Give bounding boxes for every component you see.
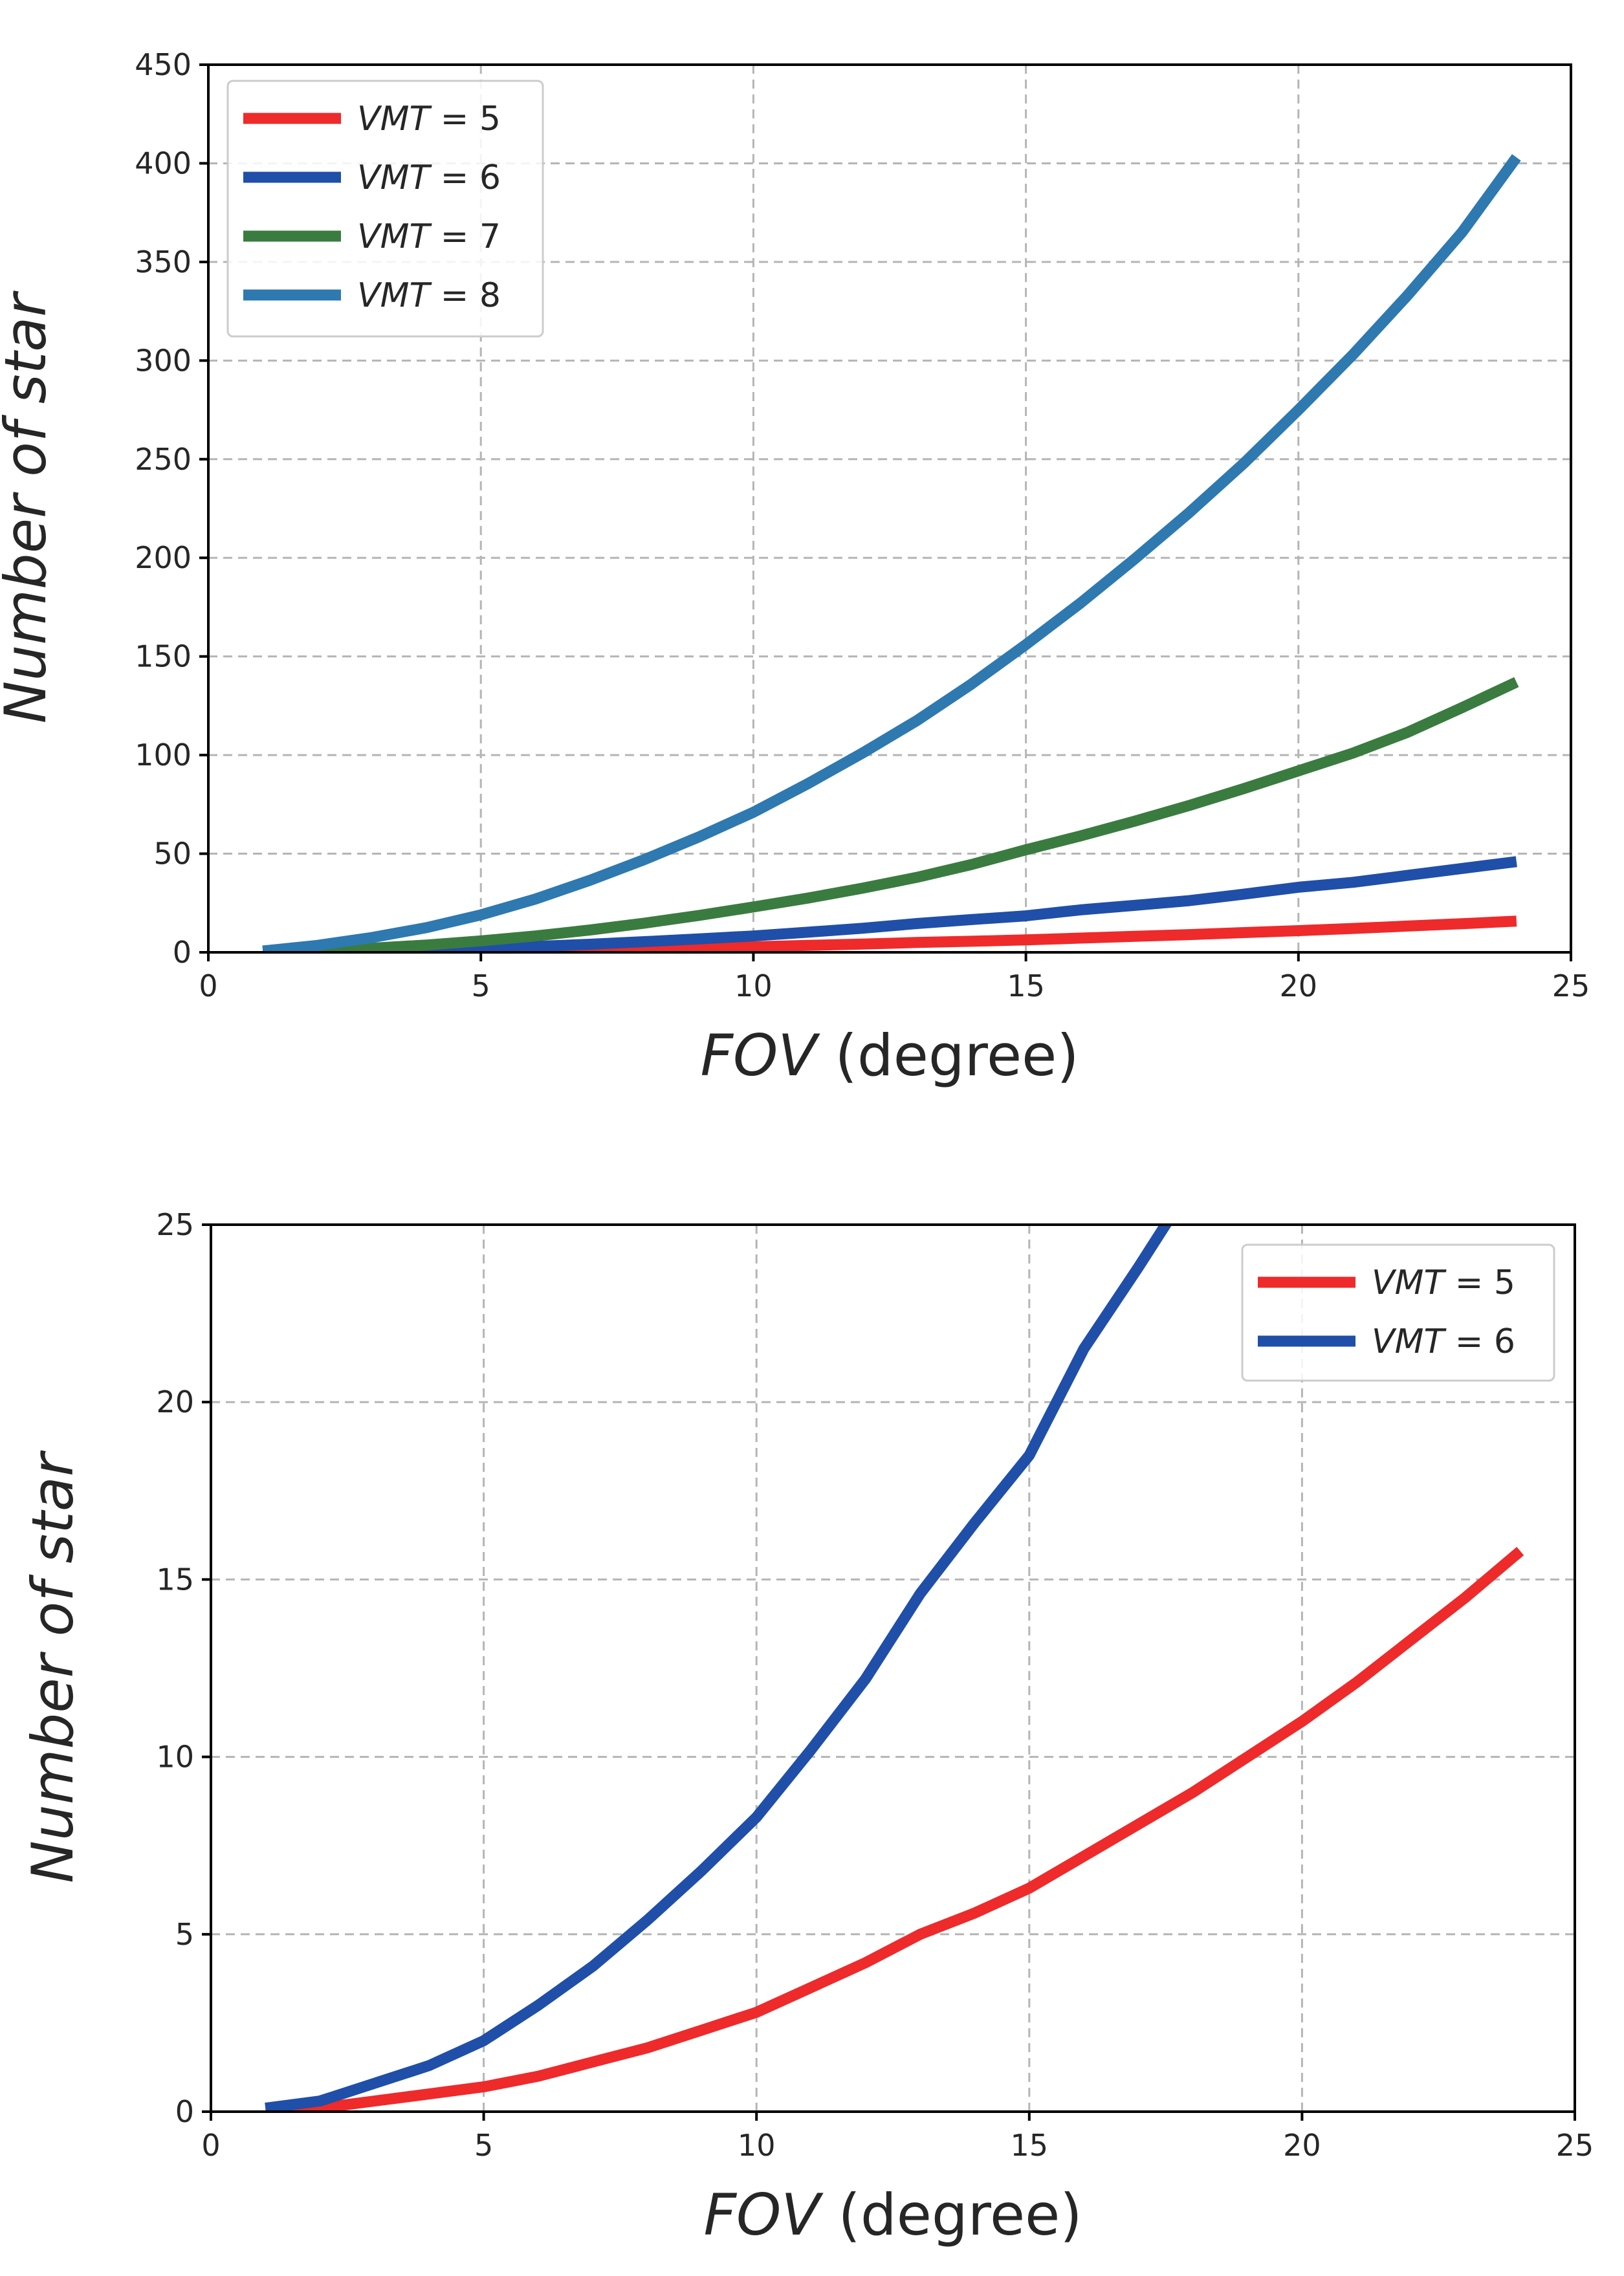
legend-label-value: = 6 [1444, 1322, 1515, 1361]
x-tick-label: 20 [1280, 968, 1318, 1003]
x-tick-label: 10 [738, 2128, 776, 2163]
series-line-vmt-6 [265, 1225, 1172, 2112]
series-line-vmt-8 [262, 154, 1521, 952]
x-tick-label: 5 [472, 968, 490, 1003]
y-tick-label: 10 [156, 1740, 194, 1775]
legend-label-variable: VMT [357, 100, 432, 138]
x-tick-label: 25 [1552, 968, 1590, 1003]
legend-label-variable: VMT [1372, 1264, 1447, 1302]
legend-label-variable: VMT [357, 159, 432, 197]
y-axis-title: Number of star [19, 1450, 86, 1883]
series-line-vmt-7 [262, 677, 1519, 952]
x-tick-label: 5 [474, 2128, 493, 2163]
y-tick-label: 300 [135, 343, 192, 378]
y-tick-label: 50 [153, 837, 192, 871]
x-tick-label: 10 [734, 968, 773, 1003]
legend-label: VMT = 6 [357, 159, 501, 197]
legend-label-value: = 6 [430, 159, 501, 197]
plot-frame [207, 63, 1572, 954]
legend-box [226, 80, 544, 338]
legend-label: VMT = 5 [357, 100, 501, 138]
x-axis-title-unit: (degree) [817, 1022, 1079, 1089]
chart-2: 0 5 10 15 20 25 0 5 10 15 20 25 FOV (degree) Number o… [19, 1207, 1594, 2248]
legend-label: VMT = 7 [357, 217, 501, 256]
x-tick-label: 25 [1556, 2128, 1594, 2163]
y-tick-label: 5 [175, 1917, 194, 1952]
plot-frame [210, 1223, 1576, 2113]
y-tick-label: 0 [173, 935, 192, 970]
x-tick-label: 0 [201, 2128, 220, 2163]
legend-label-value: = 5 [1444, 1264, 1515, 1302]
x-tick-label: 15 [1007, 968, 1045, 1003]
y-tick-label: 400 [135, 146, 192, 181]
x-tick-label: 20 [1283, 2128, 1321, 2163]
y-tick-label: 0 [175, 2094, 194, 2129]
legend-label: VMT = 6 [1372, 1322, 1515, 1361]
y-tick-label: 200 [135, 540, 192, 575]
legend-label-variable: VMT [1372, 1322, 1447, 1361]
x-axis-title: FOV (degree) [703, 2182, 1082, 2248]
x-tick-label: 15 [1011, 2128, 1049, 2163]
legend-label: VMT = 5 [1372, 1264, 1515, 1302]
legend-label-variable: VMT [357, 217, 432, 256]
y-tick-label: 150 [135, 639, 192, 674]
legend-label-value: = 5 [430, 100, 501, 138]
y-tick-label: 20 [156, 1384, 194, 1419]
y-tick-label: 450 [135, 47, 192, 82]
y-tick-label: 15 [156, 1562, 194, 1597]
x-axis-title-variable: FOV [700, 1022, 820, 1089]
legend-label-value: = 8 [430, 276, 501, 315]
legend-label: VMT = 8 [357, 276, 501, 315]
y-tick-label: 350 [135, 245, 192, 279]
x-axis-title-variable: FOV [703, 2182, 824, 2248]
y-tick-label: 100 [135, 738, 192, 772]
y-axis-title: Number of star [0, 290, 59, 724]
legend-label-value: = 7 [430, 217, 501, 256]
series-line-vmt-5 [265, 1547, 1524, 2112]
legend-label-variable: VMT [357, 276, 432, 315]
series-line-vmt-6 [263, 856, 1517, 952]
y-tick-label: 25 [156, 1207, 194, 1242]
y-tick-label: 250 [135, 442, 192, 477]
x-axis-title-unit: (degree) [820, 2182, 1082, 2248]
x-axis-title: FOV (degree) [700, 1022, 1079, 1089]
chart-1: 0 5 10 15 20 25050100150200250300350400450FOV… [0, 47, 1590, 1089]
x-tick-label: 0 [199, 968, 217, 1003]
